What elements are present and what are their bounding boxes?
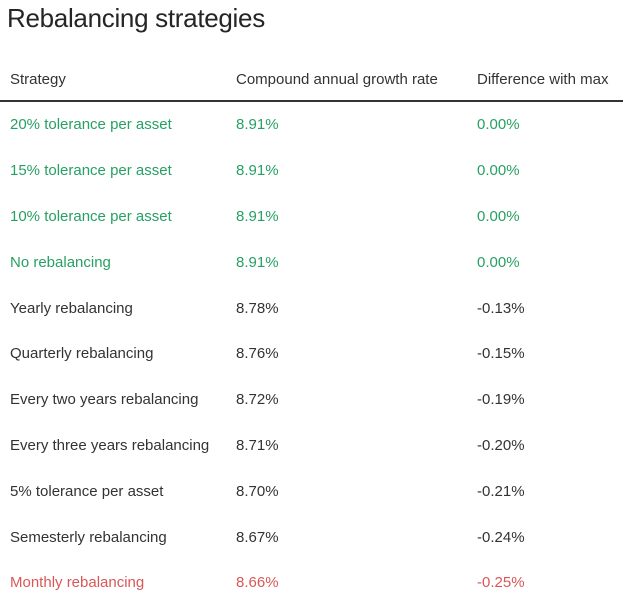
table-row: Quarterly rebalancing 8.76% -0.15% [0,331,623,377]
diff-cell: -0.20% [477,436,525,454]
strategy-cell: 20% tolerance per asset [10,116,172,134]
strategy-cell: 10% tolerance per asset [10,207,172,225]
column-header-diff: Difference with max [477,70,609,88]
table-row: 20% tolerance per asset 8.91% 0.00% [0,102,623,148]
cagr-cell: 8.91% [236,162,279,180]
table-row: No rebalancing 8.91% 0.00% [0,239,623,285]
diff-cell: 0.00% [477,253,520,271]
cagr-cell: 8.91% [236,253,279,271]
diff-cell: 0.00% [477,207,520,225]
cagr-cell: 8.91% [236,207,279,225]
cagr-cell: 8.91% [236,116,279,134]
strategy-cell: 15% tolerance per asset [10,162,172,180]
rebalancing-table: Strategy Compound annual growth rate Dif… [0,58,623,606]
table-row: Monthly rebalancing 8.66% -0.25% [0,560,623,606]
strategy-cell: Monthly rebalancing [10,574,145,592]
diff-cell: -0.19% [477,391,525,409]
cagr-cell: 8.66% [236,574,279,592]
table-row: Semesterly rebalancing 8.67% -0.24% [0,514,623,560]
diff-cell: -0.25% [477,574,525,592]
cagr-cell: 8.71% [236,436,279,454]
strategy-cell: Quarterly rebalancing [10,345,154,363]
strategy-cell: Every three years rebalancing [10,436,210,454]
column-header-cagr: Compound annual growth rate [236,70,438,88]
table-row: Every three years rebalancing 8.71% -0.2… [0,423,623,469]
cagr-cell: 8.78% [236,299,279,317]
diff-cell: -0.15% [477,345,525,363]
diff-cell: -0.24% [477,528,525,546]
cagr-cell: 8.76% [236,345,279,363]
strategy-cell: Semesterly rebalancing [10,528,167,546]
strategy-cell: Every two years rebalancing [10,391,199,409]
diff-cell: 0.00% [477,162,520,180]
table-row: Every two years rebalancing 8.72% -0.19% [0,377,623,423]
table-row: 5% tolerance per asset 8.70% -0.21% [0,468,623,514]
strategy-cell: 5% tolerance per asset [10,482,164,500]
page-title: Rebalancing strategies [7,3,265,33]
table-row: 15% tolerance per asset 8.91% 0.00% [0,148,623,194]
column-header-strategy: Strategy [10,70,66,88]
table-header-row: Strategy Compound annual growth rate Dif… [0,58,623,102]
table-row: 10% tolerance per asset 8.91% 0.00% [0,194,623,240]
diff-cell: 0.00% [477,116,520,134]
strategy-cell: Yearly rebalancing [10,299,133,317]
cagr-cell: 8.70% [236,482,279,500]
table-row: Yearly rebalancing 8.78% -0.13% [0,285,623,331]
strategy-cell: No rebalancing [10,253,111,271]
diff-cell: -0.21% [477,482,525,500]
diff-cell: -0.13% [477,299,525,317]
cagr-cell: 8.72% [236,391,279,409]
cagr-cell: 8.67% [236,528,279,546]
